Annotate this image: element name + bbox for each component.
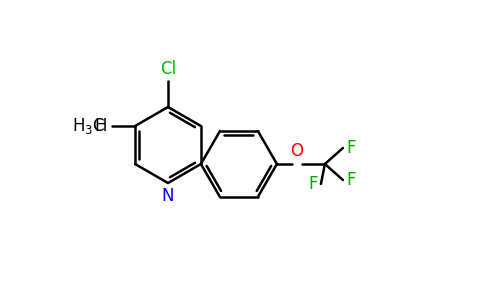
Text: O: O	[290, 142, 303, 160]
Text: F: F	[308, 175, 318, 193]
Text: F: F	[346, 171, 355, 189]
Text: $\mathregular{H_3C}$: $\mathregular{H_3C}$	[72, 116, 105, 136]
Text: H: H	[94, 117, 107, 135]
Text: Cl: Cl	[160, 60, 176, 78]
Text: N: N	[162, 187, 174, 205]
Text: F: F	[346, 139, 355, 157]
